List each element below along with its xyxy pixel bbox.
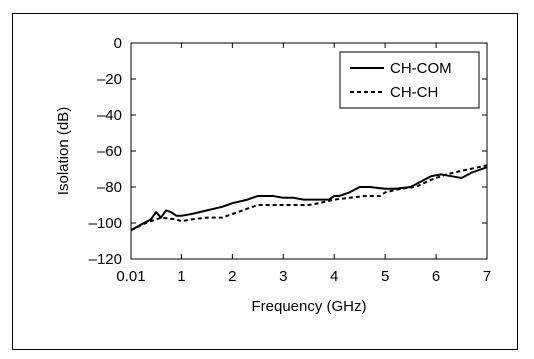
legend-label-ch-ch: CH-CH bbox=[390, 84, 438, 101]
series-layer bbox=[130, 164, 488, 232]
x-tick-label: 0.01 bbox=[116, 268, 145, 285]
x-tick-label: 7 bbox=[483, 268, 491, 285]
x-tick-label: 4 bbox=[330, 268, 338, 285]
series-line-ch-com bbox=[130, 166, 488, 232]
x-tick-label: 3 bbox=[279, 268, 287, 285]
chart-frame bbox=[12, 13, 518, 350]
y-tick-label: –120 bbox=[89, 251, 122, 268]
legend: CH-COM CH-CH bbox=[339, 51, 480, 109]
y-axis-title: Isolation (dB) bbox=[55, 107, 72, 195]
legend-label-ch-com: CH-COM bbox=[390, 60, 452, 77]
y-axis-ticks: 0 –20 –40 –60 –80 –100 –120 bbox=[89, 35, 487, 268]
y-tick-label: –20 bbox=[97, 71, 122, 88]
series-line-ch-ch bbox=[130, 164, 488, 232]
y-tick-label: 0 bbox=[114, 35, 122, 52]
y-tick-label: –80 bbox=[97, 179, 122, 196]
x-tick-label: 1 bbox=[177, 268, 185, 285]
legend-box bbox=[339, 51, 480, 109]
x-tick-label: 5 bbox=[381, 268, 389, 285]
x-axis-ticks: 0.01 1 2 3 4 5 6 7 bbox=[116, 43, 491, 285]
y-tick-label: –100 bbox=[89, 215, 122, 232]
y-tick-label: –60 bbox=[97, 143, 122, 160]
x-tick-label: 6 bbox=[432, 268, 440, 285]
x-tick-label: 2 bbox=[228, 268, 236, 285]
y-tick-label: –40 bbox=[97, 107, 122, 124]
x-axis-title: Frequency (GHz) bbox=[251, 298, 366, 315]
